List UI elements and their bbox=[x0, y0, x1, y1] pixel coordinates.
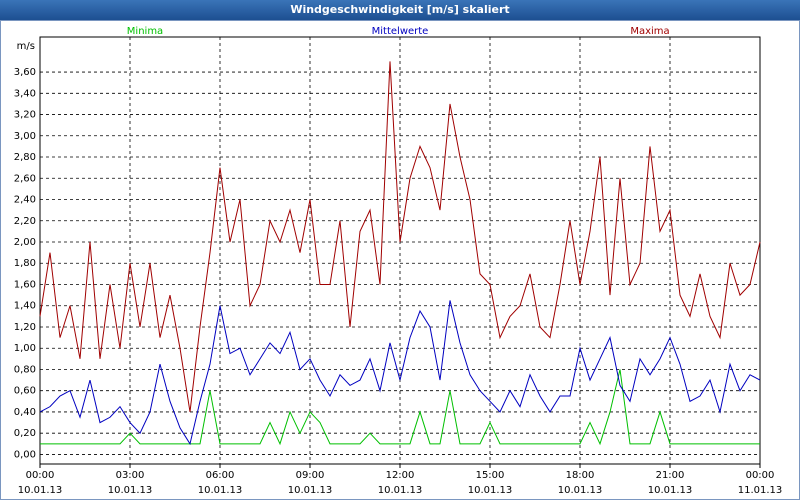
y-tick-label: 1,80 bbox=[14, 258, 36, 269]
legend-label: Minima bbox=[127, 26, 163, 37]
x-tick-date: 10.01.13 bbox=[108, 485, 153, 496]
y-tick-label: 2,80 bbox=[14, 152, 36, 163]
x-tick-date: 10.01.13 bbox=[378, 485, 423, 496]
y-tick-label: 1,00 bbox=[14, 343, 36, 354]
x-tick-date: 10.01.13 bbox=[198, 485, 243, 496]
y-tick-label: 3,20 bbox=[14, 110, 36, 121]
x-tick-date: 10.01.13 bbox=[468, 485, 513, 496]
y-tick-label: 1,60 bbox=[14, 279, 36, 290]
chart-title: Windgeschwindigkeit [m/s] skaliert bbox=[0, 0, 800, 20]
y-tick-label: 1,20 bbox=[14, 322, 36, 333]
x-tick-label: 21:00 bbox=[656, 470, 685, 481]
y-tick-label: 0,00 bbox=[14, 449, 36, 460]
x-tick-label: 15:00 bbox=[476, 470, 505, 481]
x-tick-label: 09:00 bbox=[296, 470, 325, 481]
x-tick-label: 18:00 bbox=[566, 470, 595, 481]
legend-label: Maxima bbox=[630, 26, 669, 37]
y-tick-label: 0,80 bbox=[14, 364, 36, 375]
chart: m/s 0,00 0,20 0,40 0,60 0,80 1,00 1,20 1,40 1,60… bbox=[0, 20, 800, 500]
x-tick-date: 10.01.13 bbox=[288, 485, 333, 496]
y-tick-label: 2,20 bbox=[14, 216, 36, 227]
series-line bbox=[39, 61, 761, 413]
y-tick-label: 0,60 bbox=[14, 386, 36, 397]
x-tick-date: 10.01.13 bbox=[558, 485, 603, 496]
y-tick-label: 3,40 bbox=[14, 88, 36, 99]
y-tick-label: 2,00 bbox=[14, 237, 36, 248]
x-tick-date: 10.01.13 bbox=[18, 485, 63, 496]
y-unit: m/s bbox=[17, 41, 35, 52]
x-tick-label: 06:00 bbox=[206, 470, 235, 481]
y-tick-label: 0,40 bbox=[14, 407, 36, 418]
x-tick-date: 11.01.13 bbox=[738, 485, 783, 496]
y-tick-label: 0,20 bbox=[14, 428, 36, 439]
series-line bbox=[39, 300, 761, 446]
y-tick-label: 3,00 bbox=[14, 131, 36, 142]
x-tick-date: 10.01.13 bbox=[648, 485, 693, 496]
y-tick-label: 2,60 bbox=[14, 173, 36, 184]
y-tick-label: 1,40 bbox=[14, 301, 36, 312]
x-tick-label: 03:00 bbox=[116, 470, 145, 481]
x-tick-label: 12:00 bbox=[386, 470, 415, 481]
y-tick-label: 3,60 bbox=[14, 67, 36, 78]
x-tick-label: 00:00 bbox=[26, 470, 55, 481]
y-tick-label: 2,40 bbox=[14, 195, 36, 206]
legend-label: Mittelwerte bbox=[372, 26, 429, 37]
x-tick-label: 00:00 bbox=[746, 470, 775, 481]
series-line bbox=[40, 369, 760, 446]
